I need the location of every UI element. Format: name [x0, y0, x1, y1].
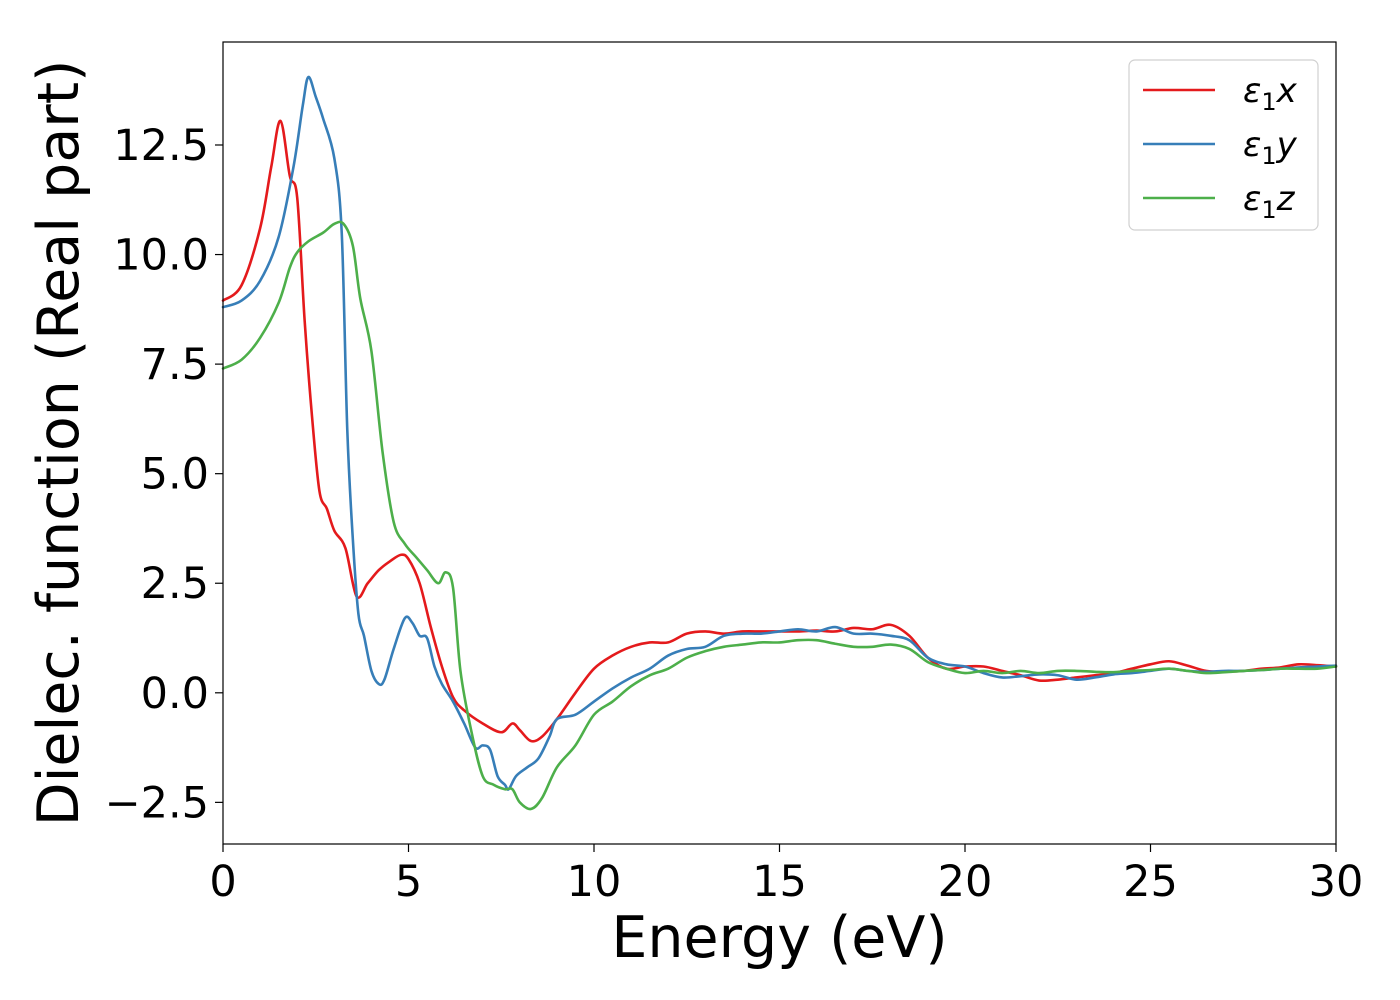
y-tick-label: 0.0 — [141, 669, 209, 719]
y-tick-label: −2.5 — [105, 778, 209, 828]
legend-box — [1128, 59, 1319, 231]
x-tick-label: 25 — [1123, 857, 1178, 907]
y-tick-label: 7.5 — [141, 340, 209, 390]
x-tick-label: 20 — [938, 857, 993, 907]
series-line-z — [221, 220, 1338, 811]
x-tick-label: 15 — [752, 857, 807, 907]
y-tick-label: 2.5 — [141, 559, 209, 609]
x-tick-label: 10 — [567, 857, 622, 907]
x-tick-label: 0 — [209, 857, 236, 907]
series-line-y — [221, 75, 1338, 791]
x-tick-label: 30 — [1309, 857, 1364, 907]
x-axis-ticks: 0 5 10 15 20 25 30 — [209, 844, 1363, 907]
y-tick-label: 10.0 — [113, 231, 209, 281]
y-axis-ticks: −2.5 0.0 2.5 5.0 7.5 10.0 12.5 — [105, 121, 223, 828]
x-axis-label: Energy (eV) — [611, 905, 947, 971]
legend-label-x: ε1x — [1243, 71, 1298, 116]
y-tick-label: 5.0 — [141, 450, 209, 500]
x-tick-label: 5 — [395, 857, 422, 907]
legend-label-y: ε1y — [1243, 125, 1298, 170]
legend-label-z: ε1z — [1243, 179, 1296, 224]
y-tick-label: 12.5 — [113, 121, 209, 171]
y-axis-label: Dielec. function (Real part) — [26, 60, 92, 827]
legend: ε1x ε1y ε1z — [1128, 59, 1319, 231]
series-layer — [221, 75, 1338, 811]
